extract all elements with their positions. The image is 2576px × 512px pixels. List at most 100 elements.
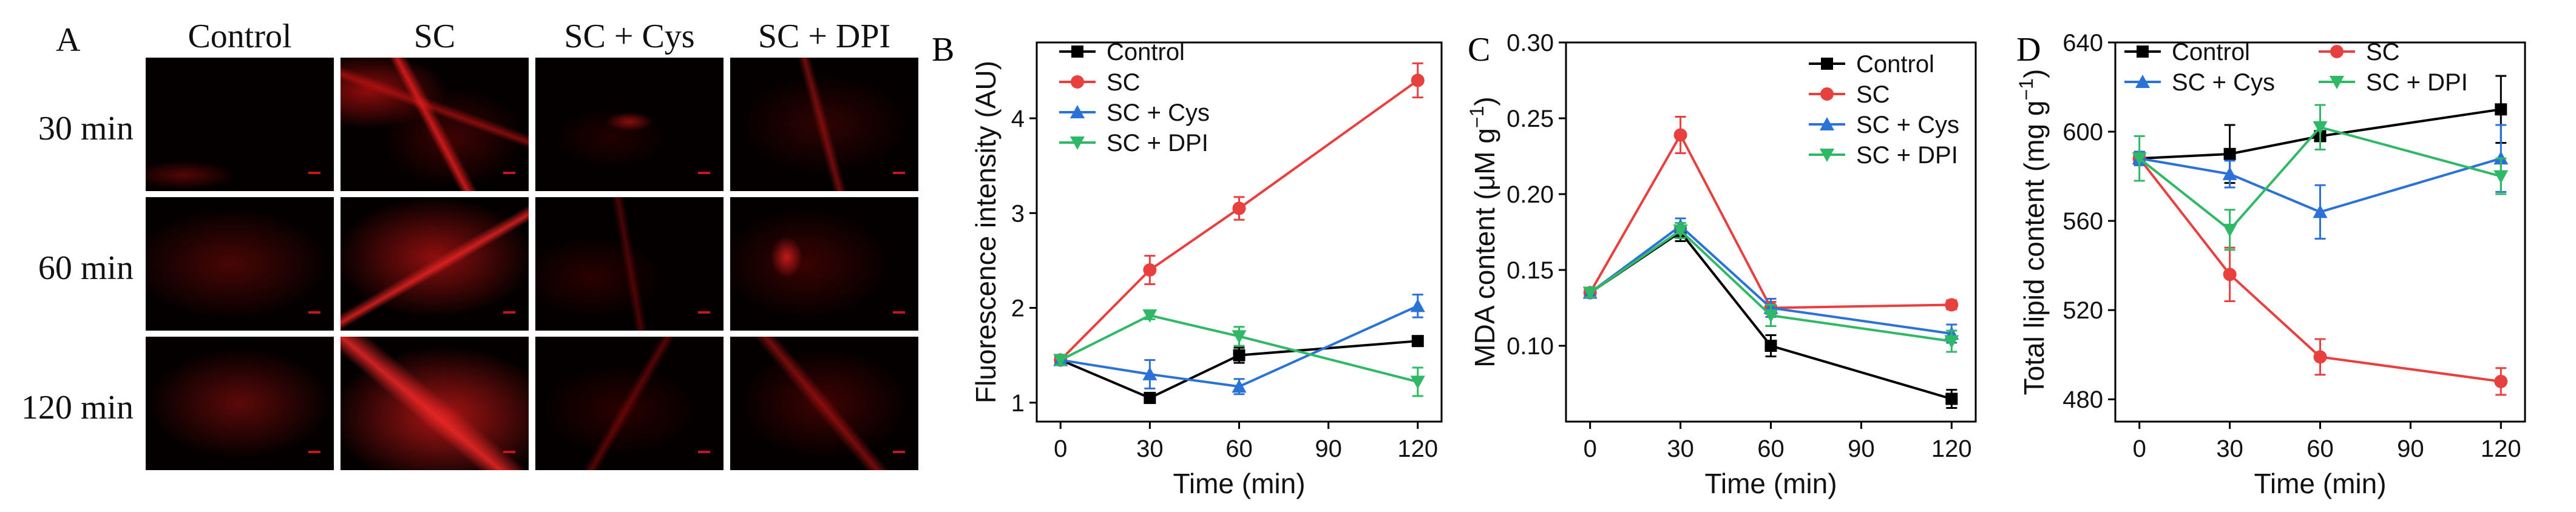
panel-b-point-control [1411,335,1424,348]
panel-c-legend-marker-sc [1820,87,1834,101]
panel-b-line-sc [1059,79,1418,361]
panel-c-legend-label-sc: SC [1856,81,1890,108]
panel-b-point-sc-cys [1142,366,1158,380]
panel-c-legend-label-control: Control [1856,51,1934,78]
panel-b-point-control [1233,349,1246,362]
panel-c-x-axis-label: Time (min) [1704,468,1837,499]
panel-d-y-tick-label: 520 [2062,297,2103,324]
panel-c-x-tick-label: 30 [1667,436,1694,462]
panel-c-y-tick-label: 0.30 [1507,30,1554,56]
panel-d-legend-label-sc-cys: SC + Cys [2172,69,2275,96]
panel-c-legend-marker-control [1821,58,1833,70]
panel-b-y-tick-label: 3 [1011,200,1025,227]
panel-b-y-tick-label: 1 [1011,390,1025,417]
panel-b-x-tick-label: 0 [1054,436,1067,462]
panel-c-point-sc-dpi [1763,309,1778,323]
column-label-sc-dpi: SC + DPI [758,18,891,55]
panel-c-line-sc [1588,132,1952,309]
panel-b-x-tick-label: 30 [1136,436,1164,462]
panel-b-legend-marker-sc-dpi [1070,136,1085,150]
panel-d-legend-marker-sc-dpi [2330,76,2344,89]
panel-d-legend-marker-control [2137,45,2149,58]
panel-b-x-tick-label: 120 [1397,436,1438,462]
panel-d-legend-label-control: Control [2172,39,2250,66]
panel-d-y-tick-label: 560 [2062,208,2103,235]
panel-c-y-tick-label: 0.25 [1507,106,1554,132]
panel-d-point-sc-dpi [2132,152,2147,166]
panel-b-point-sc [1411,73,1425,87]
panel-b-point-sc-dpi [1410,376,1425,389]
micrograph-sc-cys-120-min [535,337,724,470]
panel-b-line-control [1060,340,1418,400]
micrograph-control-60-min [146,197,334,331]
panel-d-point-control [2223,147,2236,160]
panel-c-line-sc-dpi [1589,229,1952,343]
panel-d-x-tick-label: 120 [2481,436,2521,462]
panel-d-x-tick-label: 90 [2397,436,2424,462]
panel-d-point-sc-cys [2313,204,2328,218]
panel-d-x-tick-label: 30 [2216,436,2243,462]
panel-b-line-sc-dpi [1060,314,1418,383]
panel-c-y-axis-label: MDA content (μM g−1) [1466,96,1500,367]
panel-b-legend-label-sc-dpi: SC + DPI [1107,130,1208,157]
panel-b-point-sc-dpi [1232,330,1247,344]
micrograph-sc-cys-30-min [535,58,724,191]
panel-c-legend-marker-sc-dpi [1820,149,1834,162]
panel-d-line-sc-dpi [2138,126,2501,232]
panel-d-point-sc-dpi [2313,121,2328,135]
panel-b-letter: B [932,31,954,69]
row-label-120-min: 120 min [21,389,134,426]
panel-c-legend-label-sc-cys: SC + Cys [1856,112,1959,138]
micrograph-sc-60-min [341,197,529,331]
panel-b-line-sc-cys [1060,305,1418,388]
panel-c-line-sc-cys [1589,224,1952,335]
panel-d-point-sc-cys [2222,166,2237,180]
panel-b-point-sc-cys [1410,298,1425,312]
panel-c-point-sc [1945,298,1959,312]
panel-d-legend-label-sc: SC [2366,39,2400,66]
panel-b-x-tick-label: 60 [1225,436,1253,462]
panel-b-legend-marker-sc-cys [1070,105,1085,118]
panel-c-y-tick-label: 0.10 [1507,333,1554,360]
panel-b-legend-marker-control [1071,45,1083,58]
panel-c-letter: C [1468,31,1490,69]
panel-b-x-tick-label: 90 [1315,436,1342,462]
panel-b-y-axis-label: Fluorescence intensity (AU) [970,61,1002,403]
panel-d-point-sc [2313,350,2327,364]
panel-c-y-tick-label: 0.15 [1507,257,1554,284]
panel-d-x-tick-label: 60 [2307,436,2334,462]
panel-c-y-tick-label: 0.20 [1507,181,1554,208]
panel-b-legend-label-control: Control [1107,39,1185,66]
panel-b-point-sc [1232,201,1246,215]
panel-d-point-sc [2494,374,2508,388]
panel-d-x-axis-label: Time (min) [2254,468,2386,499]
panel-d-y-tick-label: 640 [2062,30,2103,56]
micrograph-sc-120-min [341,337,529,470]
panel-c-point-sc-dpi [1673,224,1688,238]
micrograph-sc-dpi-30-min [730,58,918,191]
panel-c-legend-label-sc-dpi: SC + DPI [1856,142,1958,169]
panel-c-x-tick-label: 0 [1584,436,1597,462]
panel-b-point-sc-dpi [1053,354,1068,368]
panel-b-legend-label-sc-cys: SC + Cys [1107,99,1210,126]
panel-c-point-sc-dpi [1582,286,1598,300]
panel-d-point-sc-dpi [2222,223,2237,237]
panel-c-point-sc [1673,128,1687,142]
micrograph-control-120-min [146,337,334,470]
panel-d-legend-label-sc-dpi: SC + DPI [2366,69,2468,96]
panel-b-legend-marker-sc [1071,75,1084,89]
panel-b-y-tick-label: 2 [1011,295,1025,322]
panel-b-point-sc-dpi [1142,309,1158,323]
panel-b-point-sc-cys [1232,379,1247,393]
panel-d-point-sc [2223,268,2237,281]
panel-a-letter: A [56,21,81,59]
panel-c-point-sc-dpi [1944,335,1959,349]
micrograph-sc-dpi-60-min [730,197,918,331]
panel-b-x-axis-label: Time (min) [1173,468,1305,499]
row-label-30-min: 30 min [38,110,134,147]
panel-b-legend-label-sc: SC [1107,69,1141,96]
panel-d-letter: D [2016,31,2041,69]
column-label-sc-cys: SC + Cys [564,18,695,55]
